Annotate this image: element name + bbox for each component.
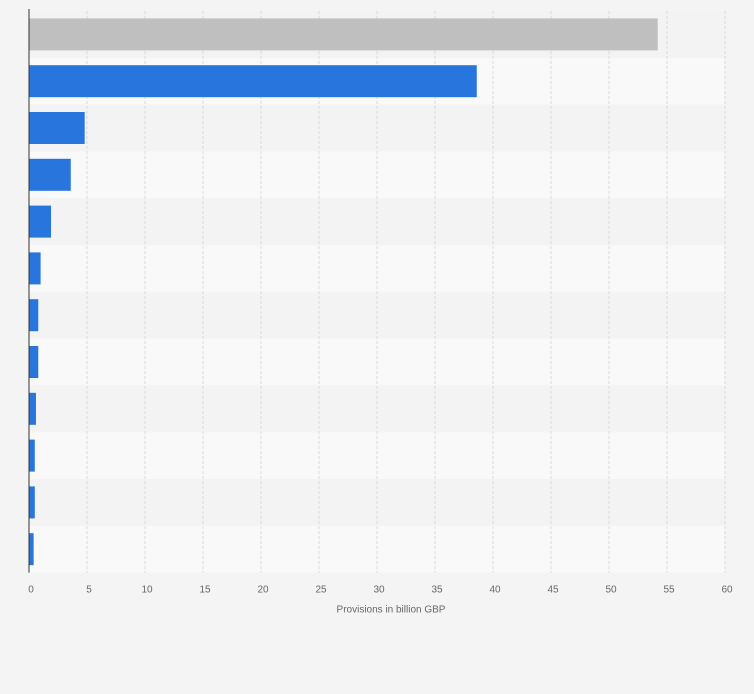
bar[interactable] xyxy=(29,65,477,98)
bar[interactable] xyxy=(29,252,41,285)
row-band xyxy=(29,291,725,339)
x-tick-label: 25 xyxy=(315,585,327,596)
bar[interactable] xyxy=(29,486,35,519)
bar[interactable] xyxy=(29,439,35,472)
bar[interactable] xyxy=(29,299,39,332)
x-tick-label: 45 xyxy=(547,585,559,596)
x-tick-label: 15 xyxy=(199,585,211,596)
gridlines xyxy=(86,11,726,573)
bar[interactable] xyxy=(29,346,39,378)
x-tick-labels: 0 5 10 15 20 25 30 35 40 45 50 55 60 xyxy=(28,585,733,596)
x-tick-label: 20 xyxy=(257,585,269,596)
x-tick-label: 60 xyxy=(721,585,733,596)
bar[interactable] xyxy=(29,112,85,144)
x-tick-label: 10 xyxy=(141,585,153,596)
row-band xyxy=(29,151,725,199)
bar[interactable] xyxy=(29,205,52,238)
x-tick-label: 40 xyxy=(489,585,501,596)
bar[interactable] xyxy=(29,533,34,566)
x-tick-label: 5 xyxy=(86,585,92,596)
x-tick-label: 35 xyxy=(431,585,443,596)
x-tick-label: 30 xyxy=(373,585,385,596)
x-tick-label: 0 xyxy=(28,585,34,596)
x-axis-label: Provisions in billion GBP xyxy=(337,605,446,616)
bar[interactable] xyxy=(29,18,658,51)
x-tick-label: 55 xyxy=(663,585,675,596)
x-tick-label: 50 xyxy=(605,585,617,596)
bars xyxy=(29,18,658,566)
bar[interactable] xyxy=(29,158,71,191)
bar[interactable] xyxy=(29,392,36,425)
